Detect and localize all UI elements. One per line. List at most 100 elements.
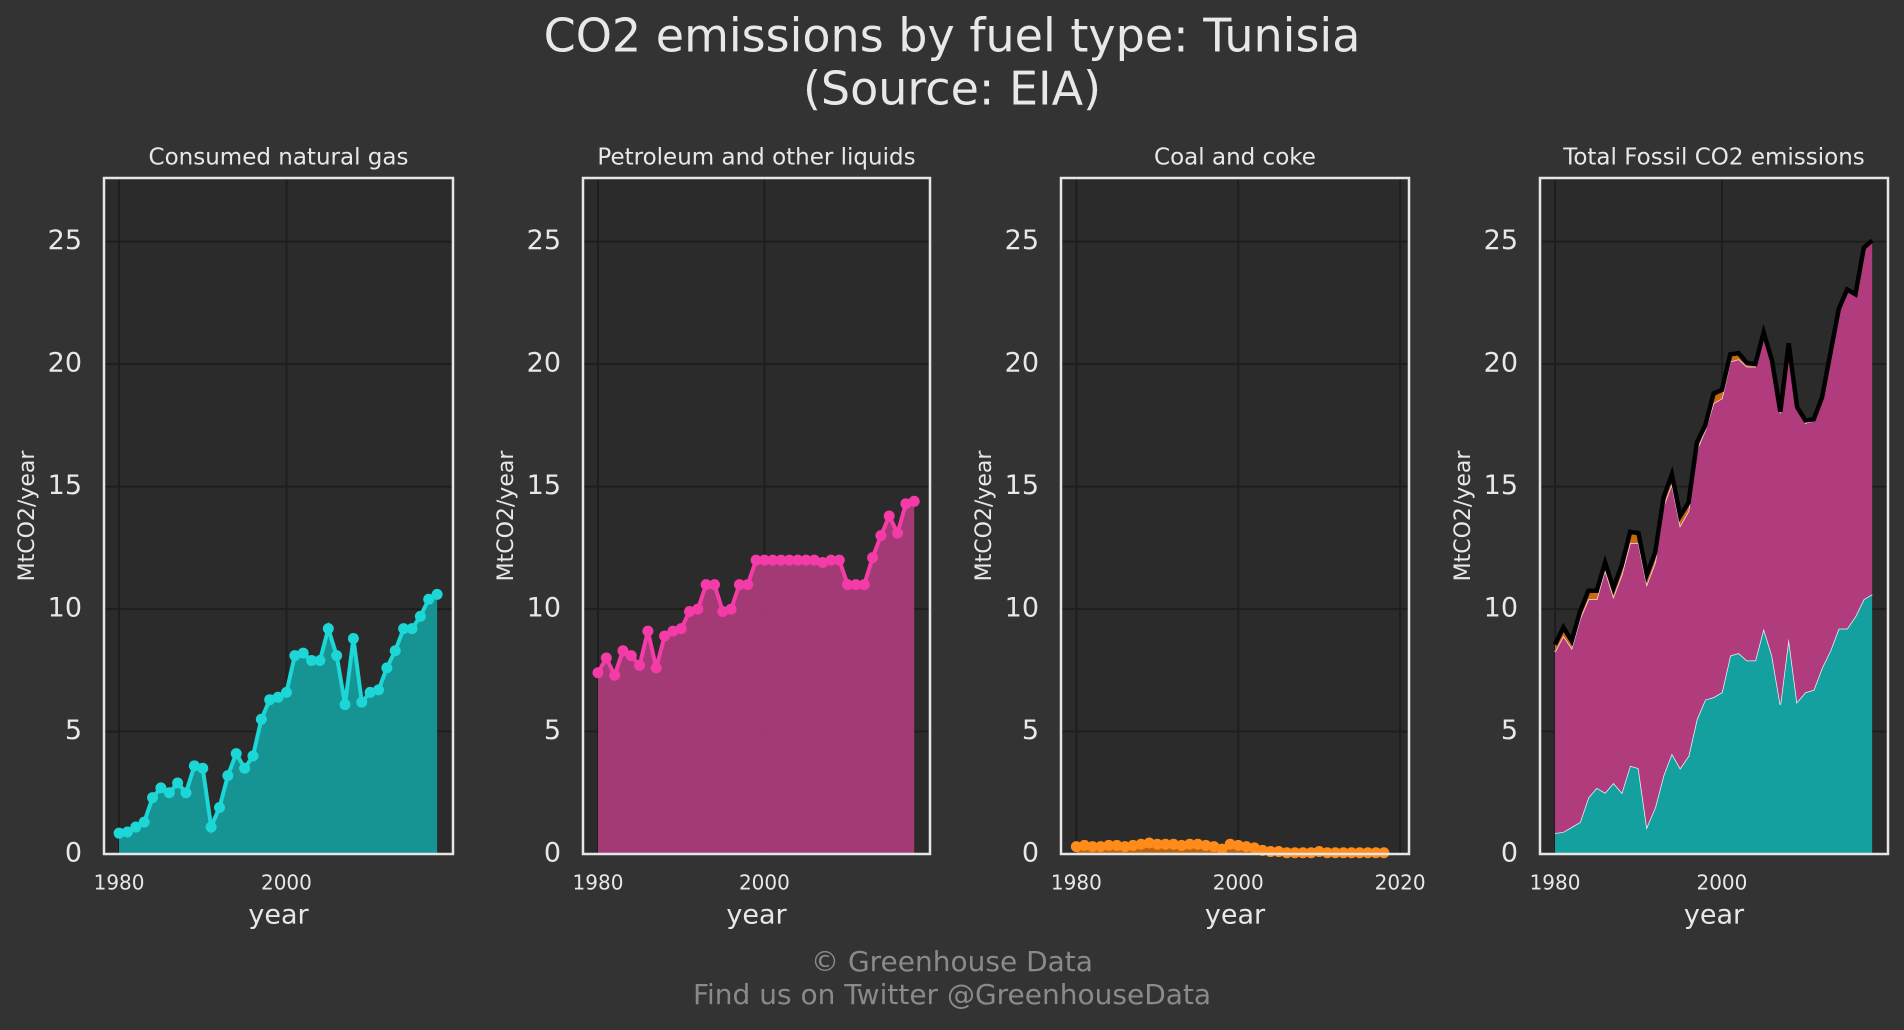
marker bbox=[634, 659, 646, 671]
y-tick-label: 5 bbox=[65, 715, 82, 746]
marker bbox=[592, 667, 604, 679]
marker bbox=[1135, 838, 1147, 850]
marker bbox=[750, 554, 762, 566]
marker bbox=[280, 686, 292, 698]
marker bbox=[289, 650, 301, 662]
x-tick-label: 2000 bbox=[1696, 871, 1747, 895]
marker bbox=[1224, 838, 1236, 850]
panel-title: Consumed natural gas bbox=[149, 145, 409, 171]
marker bbox=[1119, 841, 1131, 853]
marker bbox=[842, 579, 854, 591]
marker bbox=[322, 623, 334, 635]
x-tick-label: 1980 bbox=[94, 871, 145, 895]
marker bbox=[230, 748, 242, 760]
x-tick-label: 1980 bbox=[1530, 871, 1581, 895]
marker bbox=[850, 579, 862, 591]
marker bbox=[883, 510, 895, 522]
marker bbox=[717, 606, 729, 618]
page-subtitle: (Source: EIA) bbox=[803, 62, 1101, 116]
marker bbox=[1167, 838, 1179, 850]
x-axis-label: year bbox=[1205, 900, 1266, 931]
marker bbox=[306, 655, 318, 667]
panel-title: Petroleum and other liquids bbox=[597, 145, 915, 171]
marker bbox=[1127, 839, 1139, 851]
marker bbox=[272, 691, 284, 703]
marker bbox=[758, 554, 770, 566]
marker bbox=[138, 816, 150, 828]
marker bbox=[389, 645, 401, 657]
x-tick-label: 2000 bbox=[1213, 871, 1264, 895]
marker bbox=[775, 554, 787, 566]
marker bbox=[255, 713, 267, 725]
marker bbox=[684, 606, 696, 618]
plot-frame bbox=[581, 176, 932, 856]
y-tick-label: 0 bbox=[544, 838, 561, 869]
marker bbox=[742, 579, 754, 591]
y-tick-label: 20 bbox=[1484, 348, 1518, 379]
x-tick-label: 1980 bbox=[1051, 871, 1102, 895]
marker bbox=[1216, 843, 1228, 855]
marker bbox=[406, 623, 418, 635]
marker bbox=[600, 652, 612, 664]
y-tick-label: 0 bbox=[1022, 838, 1039, 869]
marker bbox=[892, 527, 904, 539]
marker bbox=[650, 662, 662, 674]
plot-frame bbox=[1538, 176, 1890, 856]
marker bbox=[1070, 841, 1082, 853]
marker bbox=[1240, 841, 1252, 853]
marker bbox=[708, 579, 720, 591]
marker bbox=[858, 579, 870, 591]
marker bbox=[667, 625, 679, 637]
marker bbox=[700, 579, 712, 591]
y-tick-label: 20 bbox=[48, 348, 82, 379]
marker bbox=[642, 625, 654, 637]
marker bbox=[1176, 839, 1188, 851]
x-axis-label: year bbox=[248, 900, 309, 931]
marker bbox=[188, 760, 200, 772]
marker bbox=[1111, 839, 1123, 851]
y-axis-label: MtCO2/year bbox=[494, 450, 519, 582]
marker bbox=[423, 593, 435, 605]
marker bbox=[180, 787, 192, 799]
plot-area bbox=[1061, 178, 1409, 854]
page-title: CO2 emissions by fuel type: Tunisia bbox=[544, 9, 1361, 63]
marker bbox=[817, 557, 829, 569]
y-tick-label: 15 bbox=[1484, 470, 1518, 501]
marker bbox=[625, 650, 637, 662]
marker bbox=[617, 645, 629, 657]
total-line bbox=[1552, 238, 1874, 647]
marker bbox=[1200, 839, 1212, 851]
marker bbox=[364, 686, 376, 698]
y-axis-label: MtCO2/year bbox=[1451, 450, 1476, 582]
y-tick-label: 10 bbox=[527, 593, 561, 624]
marker bbox=[130, 821, 142, 833]
y-tick-label: 15 bbox=[48, 470, 82, 501]
marker bbox=[875, 530, 887, 542]
y-axis-label: MtCO2/year bbox=[15, 450, 40, 582]
y-tick-label: 25 bbox=[527, 225, 561, 256]
stacked-area bbox=[1555, 594, 1873, 854]
marker bbox=[767, 554, 779, 566]
marker bbox=[113, 827, 125, 839]
marker bbox=[808, 554, 820, 566]
plot-frame bbox=[1059, 176, 1411, 856]
x-axis-label: year bbox=[726, 900, 787, 931]
y-tick-label: 10 bbox=[1484, 593, 1518, 624]
marker bbox=[675, 623, 687, 635]
y-tick-label: 10 bbox=[1005, 593, 1039, 624]
y-tick-label: 0 bbox=[1501, 838, 1518, 869]
area bbox=[597, 501, 915, 854]
x-tick-label: 1980 bbox=[573, 871, 624, 895]
marker bbox=[908, 495, 920, 507]
y-tick-label: 20 bbox=[1005, 348, 1039, 379]
marker bbox=[356, 696, 368, 708]
footer-line: © Greenhouse Data bbox=[811, 945, 1093, 978]
marker bbox=[264, 694, 276, 706]
marker bbox=[331, 650, 343, 662]
marker bbox=[147, 792, 159, 804]
y-tick-label: 15 bbox=[1005, 470, 1039, 501]
panel-title: Total Fossil CO2 emissions bbox=[1562, 145, 1865, 171]
marker bbox=[1087, 841, 1099, 853]
marker bbox=[833, 554, 845, 566]
